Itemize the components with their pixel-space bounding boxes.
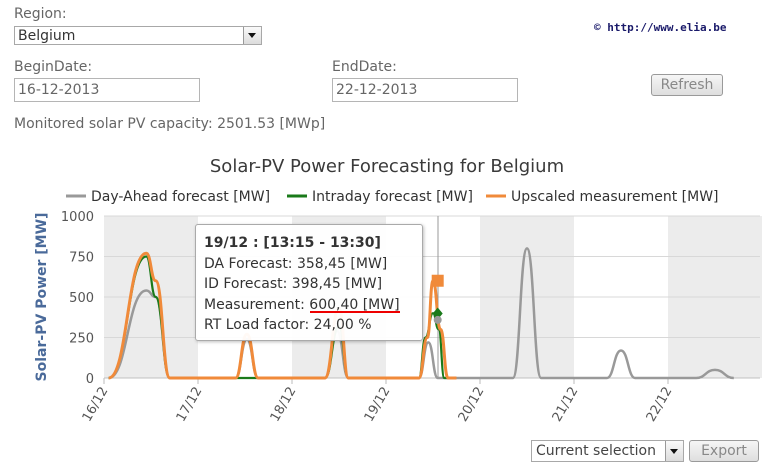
end-date-label: EndDate: <box>332 59 397 75</box>
x-tick-label: 19/12 <box>362 385 394 425</box>
tooltip-title: 19/12 : [13:15 - 13:30] <box>204 235 381 251</box>
hover-markers <box>431 274 444 324</box>
measurement-marker <box>431 274 444 287</box>
x-tick-label: 16/12 <box>80 385 112 425</box>
x-tick-label: 21/12 <box>550 385 582 425</box>
x-tick-label: 18/12 <box>268 385 300 425</box>
legend-item: Upscaled measurement [MW] <box>511 189 719 205</box>
region-select-value: Belgium <box>18 28 76 44</box>
legend: Day-Ahead forecast [MW] Intraday forecast… <box>66 189 719 205</box>
x-tick-label: 20/12 <box>456 385 488 425</box>
dropdown-arrow-icon[interactable] <box>243 27 261 44</box>
tooltip-rt: RT Load factor: 24,00 % <box>204 317 372 333</box>
tooltip-measurement: Measurement: 600,40 [MW] <box>204 296 400 313</box>
intraday-marker <box>432 307 443 320</box>
day-ahead-marker <box>433 315 442 324</box>
tooltip-da: DA Forecast: 358,45 [MW] <box>204 255 388 272</box>
region-select[interactable]: Belgium <box>14 26 262 45</box>
y-tick-label: 500 <box>69 291 94 306</box>
selection-select[interactable]: Current selection <box>531 440 684 462</box>
selection-select-value: Current selection <box>536 443 656 459</box>
y-tick-label: 250 <box>69 332 94 347</box>
y-tick-label: 0 <box>86 372 94 387</box>
legend-item: Day-Ahead forecast [MW] <box>91 189 270 205</box>
measurement-underline <box>310 311 400 313</box>
tooltip: 19/12 : [13:15 - 13:30] DA Forecast: 358… <box>195 224 423 341</box>
refresh-button[interactable]: Refresh <box>651 74 723 96</box>
export-button[interactable]: Export <box>689 440 759 462</box>
region-label: Region: <box>14 6 67 22</box>
y-axis-label: Solar-PV Power [MW] <box>34 213 50 382</box>
chart-title: Solar-PV Power Forecasting for Belgium <box>210 156 564 177</box>
legend-item: Intraday forecast [MW] <box>312 189 473 205</box>
x-tick-label: 17/12 <box>174 385 206 425</box>
x-tick-labels: 16/12 17/12 18/12 19/12 20/12 21/12 22/12 <box>80 385 676 425</box>
y-tick-label: 1000 <box>61 210 94 225</box>
y-tick-labels: 0 250 500 750 1000 <box>61 210 94 387</box>
capacity-text: Monitored solar PV capacity: 2501.53 [MW… <box>14 116 326 132</box>
dropdown-arrow-icon[interactable] <box>665 441 683 461</box>
tooltip-id: ID Forecast: 398,45 [MW] <box>204 276 383 292</box>
copyright-link[interactable]: © http://www.elia.be <box>594 21 727 34</box>
end-date-input[interactable]: 22-12-2013 <box>332 78 518 102</box>
x-tick-label: 22/12 <box>644 385 676 425</box>
begin-date-label: BeginDate: <box>14 59 93 75</box>
y-tick-label: 750 <box>69 251 94 266</box>
begin-date-input[interactable]: 16-12-2013 <box>14 78 200 102</box>
